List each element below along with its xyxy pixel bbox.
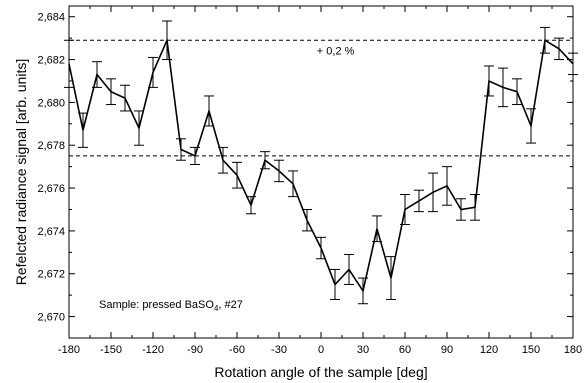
sample-annotation: Sample: pressed BaSO4, #27	[99, 299, 243, 313]
x-tick-label: 180	[564, 344, 582, 356]
data-series-line	[68, 37, 574, 293]
x-tick-label: -180	[58, 344, 80, 356]
y-axis-title: Refelcted radiance signal [arb. units]	[13, 59, 29, 285]
sample-annotation-subscript: 4	[214, 304, 219, 313]
x-tick-label: 30	[357, 344, 369, 356]
x-tick-label: -90	[187, 344, 203, 356]
y-tick-label: 2,670	[37, 312, 65, 324]
x-tick-label: -60	[229, 344, 245, 356]
y-tick-label: 2,678	[37, 140, 65, 152]
x-tick-label: 90	[441, 344, 453, 356]
y-tick-label: 2,674	[37, 226, 65, 238]
x-axis-title: Rotation angle of the sample [deg]	[214, 364, 427, 380]
tick-labels: -180 -150 -120 -90 -60 -30 0 30 60 90 120 150 180 2,6…	[37, 12, 582, 356]
sample-annotation-suffix: , #27	[218, 299, 242, 311]
x-tick-label: 120	[480, 344, 498, 356]
y-tick-label: 2,672	[37, 269, 65, 281]
x-tick-label: -150	[100, 344, 122, 356]
y-tick-label: 2,682	[37, 55, 65, 67]
x-tick-label: 0	[318, 344, 324, 356]
percent-annotation: + 0,2 %	[317, 45, 355, 57]
y-tick-label: 2,680	[37, 97, 65, 109]
sample-annotation-prefix: Sample: pressed BaSO	[99, 299, 214, 311]
x-tick-label: -120	[142, 344, 164, 356]
error-bar	[568, 52, 578, 76]
x-tick-label: -30	[271, 344, 287, 356]
reference-lines	[69, 39, 573, 157]
error-bars	[64, 20, 578, 305]
y-tick-label: 2,684	[37, 12, 65, 24]
x-tick-label: 150	[522, 344, 540, 356]
axis-ticks	[68, 6, 574, 338]
y-tick-label: 2,676	[37, 183, 65, 195]
x-tick-label: 60	[399, 344, 411, 356]
